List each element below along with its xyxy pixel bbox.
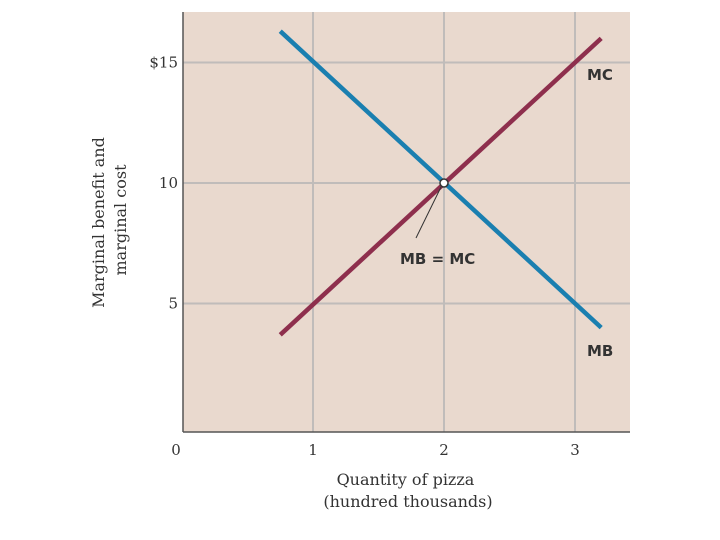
annotation-leader-line bbox=[415, 186, 442, 239]
series-label-mb: MB bbox=[587, 342, 613, 360]
annotation-label: MB = MC bbox=[400, 250, 475, 268]
y-axis-title-line-1: Marginal benefit and bbox=[89, 137, 108, 308]
y-tick-label: 5 bbox=[168, 295, 178, 313]
x-axis-title-line-2: (hundred thousands) bbox=[323, 492, 492, 511]
y-tick-label: 10 bbox=[159, 174, 178, 192]
x-axis-title: Quantity of pizza (hundred thousands) bbox=[323, 470, 492, 511]
x-tick-label: 1 bbox=[308, 441, 318, 459]
x-tick-label: 3 bbox=[570, 441, 580, 459]
x-tick-label: 0 bbox=[171, 441, 181, 459]
y-axis-title: Marginal benefit and marginal cost bbox=[89, 132, 130, 308]
y-tick-label: $15 bbox=[149, 54, 178, 72]
series-line-mb bbox=[278, 29, 603, 330]
series-label-mc: MC bbox=[587, 66, 613, 84]
series-lines bbox=[278, 29, 603, 337]
series-line-mc bbox=[278, 36, 603, 337]
x-axis-title-line-1: Quantity of pizza bbox=[337, 470, 475, 489]
series-labels: MB MC bbox=[587, 66, 613, 360]
x-tick-label: 2 bbox=[439, 441, 449, 459]
y-axis-title-line-2: marginal cost bbox=[111, 164, 130, 276]
tick-labels: 0 1 2 3 5 10 $15 bbox=[149, 54, 579, 460]
equilibrium-point bbox=[439, 178, 449, 188]
grid-lines bbox=[183, 12, 630, 432]
